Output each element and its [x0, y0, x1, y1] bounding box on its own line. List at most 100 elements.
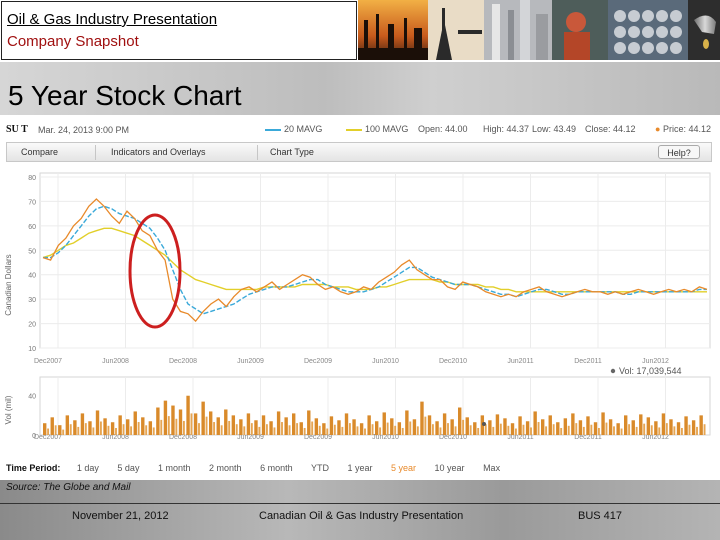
- volume-bar: [141, 417, 145, 435]
- volume-bar: [92, 427, 95, 435]
- volume-marker-dot: [610, 368, 616, 374]
- help-button[interactable]: Help?: [658, 145, 700, 159]
- volume-bar: [182, 420, 185, 435]
- volume-bar: [348, 423, 351, 435]
- volume-bar: [115, 427, 117, 435]
- volume-bar: [126, 419, 130, 435]
- time-period-2-month[interactable]: 2 month: [209, 463, 242, 473]
- volume-bar: [560, 427, 563, 435]
- volume-bar: [525, 421, 530, 435]
- volume-bar: [276, 411, 281, 435]
- volume-x-tick-label: Jun2012: [642, 434, 669, 441]
- volume-bar: [122, 424, 125, 435]
- time-period-5-year[interactable]: 5 year: [390, 463, 416, 473]
- title-band: [0, 62, 720, 115]
- volume-bar: [492, 426, 495, 435]
- y-tick-label: 10: [28, 346, 36, 353]
- time-period-ytd[interactable]: YTD: [310, 463, 329, 473]
- volume-bar: [209, 411, 213, 435]
- volume-bar: [341, 426, 344, 435]
- volume-bar: [499, 423, 502, 435]
- series-line-price: [42, 198, 708, 323]
- volume-bar: [613, 426, 615, 435]
- volume-bar: [318, 425, 321, 435]
- x-tick-label: Jun2011: [507, 358, 533, 365]
- footer-divider: [0, 503, 720, 504]
- time-period-1-day[interactable]: 1 day: [76, 463, 99, 473]
- volume-bar: [665, 423, 668, 435]
- y-tick-label: 50: [28, 248, 36, 255]
- volume-bar: [261, 415, 266, 435]
- volume-bar: [601, 412, 605, 435]
- volume-bar: [469, 425, 472, 435]
- volume-bar: [435, 421, 439, 435]
- volume-point-marker: [482, 422, 486, 426]
- volume-bar: [379, 427, 382, 435]
- volume-bar: [597, 427, 600, 435]
- volume-bar: [522, 424, 525, 435]
- volume-bar: [246, 413, 251, 435]
- volume-bar: [661, 413, 666, 435]
- volume-bar: [462, 419, 465, 435]
- volume-bar: [326, 428, 329, 435]
- legend-20mavg-swatch: [265, 128, 281, 131]
- indicators-menu[interactable]: Indicators and Overlays: [111, 147, 206, 157]
- volume-axis-label: Vol (mil): [4, 395, 13, 424]
- volume-bar: [390, 418, 394, 435]
- volume-bar: [84, 423, 87, 435]
- volume-bar: [409, 421, 412, 435]
- volume-bar: [545, 426, 548, 435]
- volume-bar: [703, 424, 706, 435]
- price-grid: [39, 172, 711, 349]
- volume-bar: [510, 423, 515, 435]
- time-period-1-year[interactable]: 1 year: [347, 463, 373, 473]
- x-tick-label: Jun2009: [237, 358, 264, 365]
- volume-bars: [43, 395, 706, 435]
- volume-bar: [646, 417, 651, 435]
- volume-bar: [556, 422, 560, 435]
- time-period-6-month[interactable]: 6 month: [260, 463, 293, 473]
- volume-bar: [650, 425, 653, 435]
- volume-bar: [616, 423, 620, 435]
- volume-bar: [216, 417, 220, 435]
- volume-bar: [628, 424, 631, 435]
- volume-bar: [118, 415, 122, 435]
- compare-menu[interactable]: Compare: [21, 147, 59, 157]
- volume-bar: [533, 411, 537, 435]
- time-period-1-month[interactable]: 1 month: [157, 463, 191, 473]
- volume-bar: [273, 427, 276, 435]
- volume-bar: [356, 426, 359, 435]
- volume-bar: [488, 420, 492, 435]
- legend-100mavg: 100 MAVG: [346, 124, 408, 134]
- volume-bar: [99, 421, 102, 435]
- volume-bar: [654, 421, 658, 435]
- toolbar-divider: [95, 145, 96, 160]
- header-title-box: [1, 1, 357, 60]
- volume-bar: [680, 427, 683, 435]
- volume-bar: [480, 415, 485, 435]
- volume-bar: [608, 419, 613, 435]
- volume-bar: [412, 419, 417, 435]
- volume-bar: [605, 422, 608, 435]
- volume-bar: [198, 423, 200, 435]
- volume-bar: [447, 423, 449, 435]
- source-note: Source: The Globe and Mail: [6, 482, 131, 493]
- volume-bar: [541, 419, 545, 435]
- volume-bar: [563, 418, 568, 435]
- volume-bar: [424, 416, 427, 435]
- time-period-10-year[interactable]: 10 year: [434, 463, 465, 473]
- volume-bar: [495, 414, 500, 435]
- volume-bar: [593, 422, 598, 435]
- time-period-5-day[interactable]: 5 day: [117, 463, 140, 473]
- volume-bar: [201, 401, 205, 435]
- x-tick-label: Dec2009: [304, 358, 332, 365]
- volume-bar: [333, 424, 336, 435]
- volume-bar: [631, 420, 635, 435]
- chart-type-menu[interactable]: Chart Type: [270, 147, 314, 157]
- price-x-ticks: Dec2007 Jun2008 Dec2008 Jun2009 Dec2009 Jun20…: [34, 358, 669, 365]
- footer-band: [0, 480, 720, 540]
- time-period-max[interactable]: Max: [483, 463, 501, 473]
- volume-bar: [578, 420, 583, 435]
- volume-bar: [186, 395, 190, 435]
- volume-bar: [359, 423, 364, 435]
